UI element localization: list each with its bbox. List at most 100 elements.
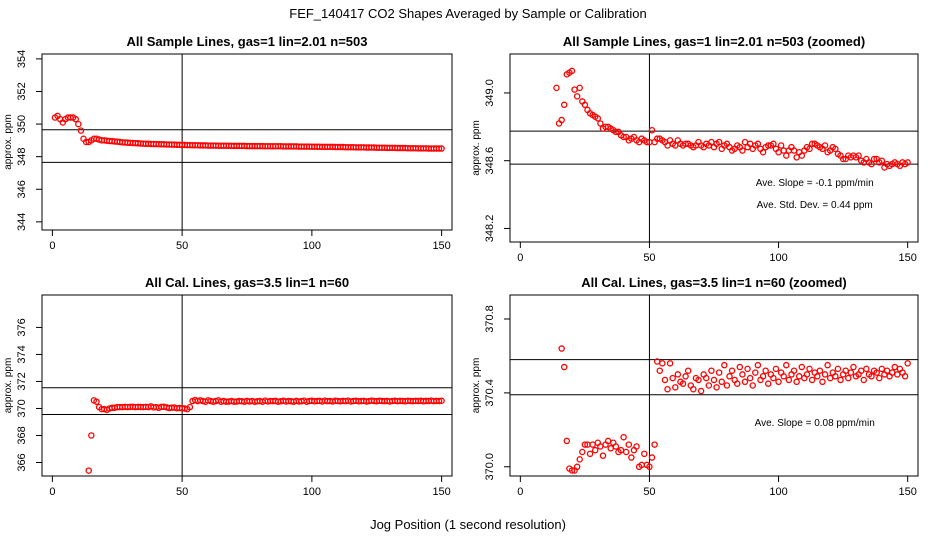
figure-xlabel: Jog Position (1 second resolution) xyxy=(370,517,566,532)
y-axis-label: approx. ppm xyxy=(3,358,14,414)
data-point xyxy=(878,365,886,373)
data-point xyxy=(568,467,576,474)
data-point xyxy=(656,367,664,374)
data-point xyxy=(816,367,824,374)
data-point xyxy=(589,441,596,448)
x-tick-label: 100 xyxy=(303,486,321,498)
y-tick-label: 348.2 xyxy=(484,215,496,243)
x-tick-label: 0 xyxy=(49,240,55,252)
data-point xyxy=(576,456,583,463)
data-point xyxy=(607,445,614,452)
y-tick-label: 376 xyxy=(16,318,28,336)
data-point xyxy=(666,360,674,367)
data-point xyxy=(560,101,568,109)
data-point xyxy=(808,376,816,384)
data-point xyxy=(558,116,565,124)
x-tick-label: 150 xyxy=(432,486,450,498)
x-tick-label: 50 xyxy=(176,240,188,252)
data-point xyxy=(904,360,911,367)
data-point xyxy=(581,441,589,448)
x-tick-label: 100 xyxy=(769,486,787,498)
data-point xyxy=(643,138,651,146)
data-point xyxy=(798,152,806,159)
data-point xyxy=(93,398,100,405)
data-point xyxy=(558,345,565,352)
data-point xyxy=(697,387,705,395)
data-point xyxy=(847,369,855,376)
data-point xyxy=(568,67,576,75)
data-point xyxy=(891,363,899,371)
data-point xyxy=(793,154,800,161)
data-point xyxy=(186,403,194,411)
x-tick-label: 150 xyxy=(898,486,916,498)
data-point xyxy=(723,382,731,389)
data-point xyxy=(790,367,798,374)
panel-sample-lines: All Sample Lines, gas=1 lin=2.01 n=503 0 5… xyxy=(3,34,453,252)
data-point xyxy=(679,380,687,387)
x-tick-label: 0 xyxy=(517,252,523,264)
data-point xyxy=(581,101,589,109)
data-point xyxy=(806,365,813,373)
data-point xyxy=(783,152,790,159)
annotation-text: Ave. Slope = 0.08 ppm/min xyxy=(755,418,875,429)
data-point xyxy=(726,373,733,380)
data-point xyxy=(770,140,777,148)
y-tick-label: 346 xyxy=(16,180,28,198)
annotation-text: Ave. Slope = -0.1 ppm/min xyxy=(756,178,874,189)
data-point xyxy=(770,374,777,382)
data-point xyxy=(736,363,744,371)
x-tick-label: 50 xyxy=(176,486,188,498)
data-points xyxy=(553,67,911,171)
data-point xyxy=(85,467,92,474)
data-point xyxy=(713,384,720,391)
panel-title: All Sample Lines, gas=1 lin=2.01 n=503 xyxy=(127,34,368,49)
data-point xyxy=(573,93,581,100)
data-point xyxy=(659,360,666,367)
data-point xyxy=(597,120,604,127)
annotation-text: Ave. Std. Dev. = 0.44 ppm xyxy=(757,200,873,211)
data-point xyxy=(819,378,826,386)
y-tick-label: 344 xyxy=(16,213,28,231)
data-point xyxy=(783,361,790,369)
plot-frame xyxy=(509,53,919,243)
data-point xyxy=(754,361,762,369)
data-point xyxy=(803,371,811,378)
data-point xyxy=(622,448,630,456)
data-point xyxy=(438,145,445,152)
x-tick-label: 150 xyxy=(432,240,450,252)
data-point xyxy=(839,155,847,163)
data-point xyxy=(826,374,834,382)
data-point xyxy=(695,376,702,384)
data-point xyxy=(780,147,787,154)
data-point xyxy=(435,397,443,405)
data-points xyxy=(85,396,445,474)
data-point xyxy=(721,361,728,369)
data-point xyxy=(824,361,831,369)
data-point xyxy=(628,454,635,461)
data-point xyxy=(870,155,878,163)
data-point xyxy=(878,157,886,164)
data-point xyxy=(88,432,95,439)
panel-cal-lines: All Cal. Lines, gas=3.5 lin=1 n=60 0 50 100… xyxy=(3,275,453,498)
data-point xyxy=(798,363,806,371)
y-tick-label: 348 xyxy=(16,147,28,165)
data-point xyxy=(754,140,762,148)
data-point xyxy=(573,463,581,471)
data-point xyxy=(775,378,782,386)
data-point xyxy=(72,115,79,123)
data-point xyxy=(553,84,560,92)
data-point xyxy=(620,133,627,141)
data-point xyxy=(620,433,627,441)
data-point xyxy=(435,145,443,152)
data-point xyxy=(904,159,911,166)
data-point xyxy=(901,373,909,380)
y-axis-label: approx. ppm xyxy=(3,114,14,170)
y-tick-label: 372 xyxy=(16,372,28,390)
y-tick-label: 370.8 xyxy=(484,305,496,333)
data-point xyxy=(612,443,620,450)
y-tick-label: 368 xyxy=(16,426,28,444)
data-point xyxy=(710,376,718,384)
data-point xyxy=(625,441,633,448)
data-point xyxy=(579,448,586,456)
data-points xyxy=(558,345,911,474)
